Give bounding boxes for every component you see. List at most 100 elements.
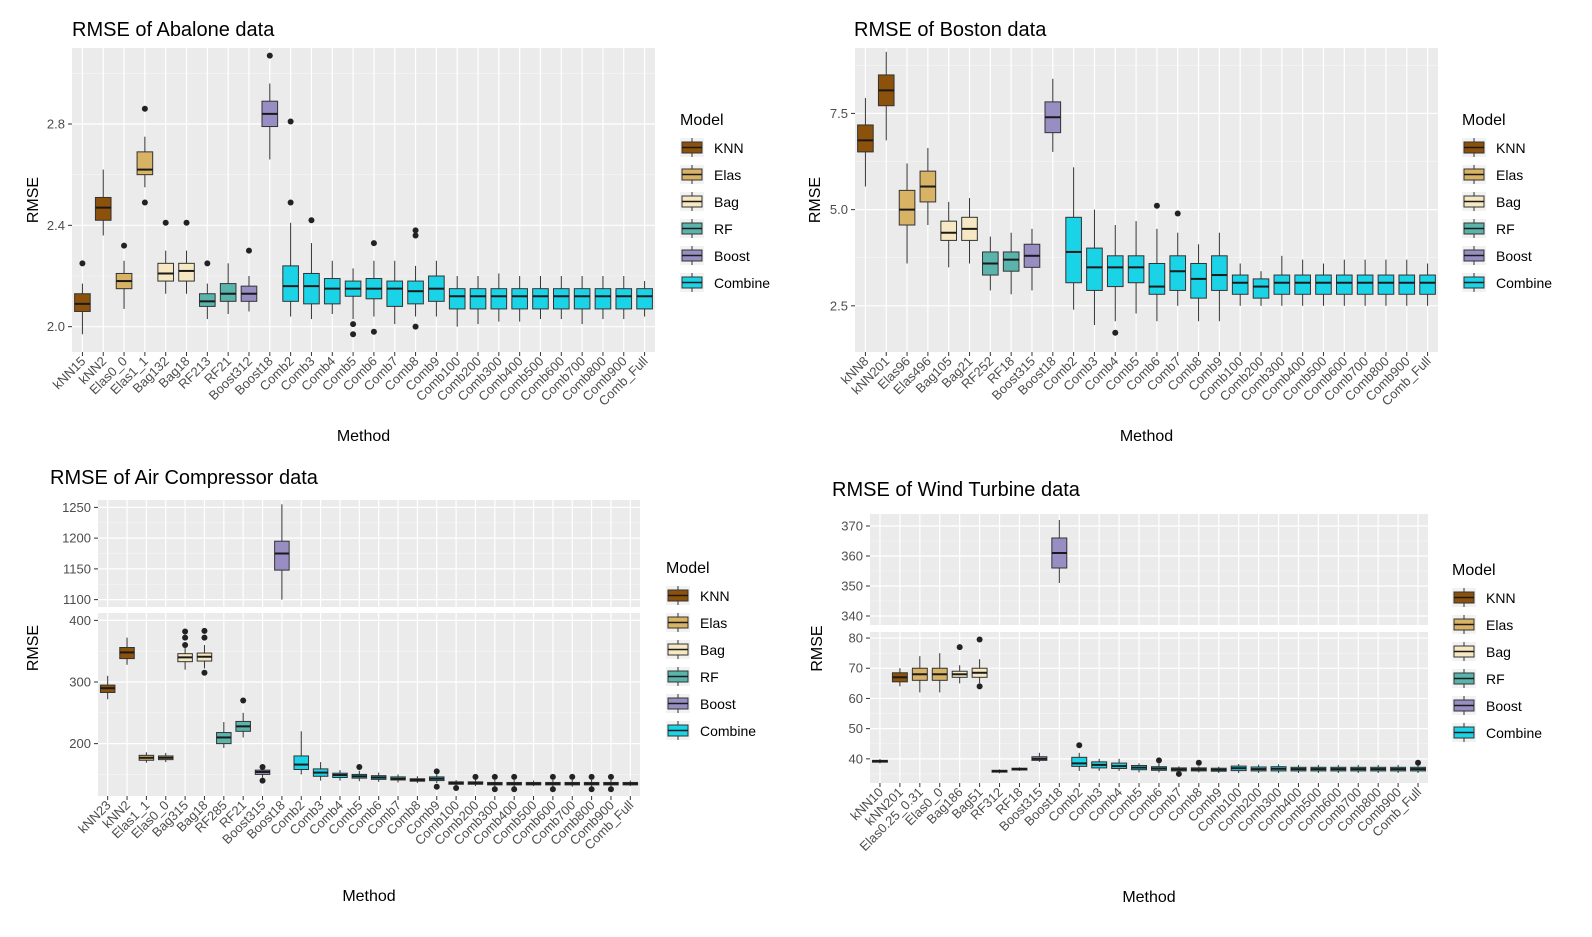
box-Comb600	[552, 276, 570, 320]
box-Comb5	[1131, 763, 1148, 773]
box-RF285	[216, 722, 232, 748]
outlier-point	[259, 777, 266, 784]
box-Elas96	[898, 163, 916, 264]
box-Comb9	[1211, 232, 1228, 322]
legend-label: RF	[1486, 671, 1505, 687]
box-body	[573, 288, 591, 310]
y-tick-label: 370	[841, 519, 863, 534]
box-body	[1169, 255, 1187, 291]
outlier-point	[182, 634, 189, 641]
box-body	[469, 288, 487, 310]
legend-label: RF	[700, 669, 719, 685]
outlier-point	[588, 786, 595, 793]
box-body	[74, 293, 91, 312]
outlier-point	[549, 773, 556, 780]
box-RF213	[199, 260, 216, 320]
box-body	[511, 288, 528, 310]
box-Comb3	[1091, 758, 1108, 771]
outlier-point	[1076, 742, 1083, 749]
legend-item-combine: Combine	[1462, 273, 1552, 292]
panel-lower: 200 300 400	[69, 613, 640, 796]
box-body	[136, 151, 154, 176]
box-Bag51	[971, 636, 988, 690]
box-Comb6	[370, 772, 387, 782]
box-body	[1086, 247, 1103, 291]
box-Comb300	[1270, 764, 1287, 774]
box-body	[1294, 274, 1311, 295]
box-Comb4	[323, 260, 341, 314]
legend-item-combine: Combine	[1452, 723, 1542, 742]
box-kNN2	[94, 169, 112, 236]
legend-item-boost: Boost	[1462, 246, 1532, 265]
outlier-point	[453, 784, 460, 791]
outlier-point	[412, 227, 419, 234]
box-Comb4	[1111, 758, 1128, 771]
box-body	[219, 283, 237, 302]
box-body	[636, 288, 653, 310]
box-Comb7	[1169, 210, 1187, 306]
legend-label: KNN	[700, 588, 730, 604]
box-kNN8	[857, 98, 874, 187]
x-axis: kNN23kNN2Elas1_1Elas0_0Bag315Bag18RF285R…	[75, 796, 637, 853]
panel-background	[870, 632, 1428, 783]
box-RF18	[1002, 232, 1020, 295]
legend-item-boost: Boost	[666, 694, 736, 713]
y-axis-title: RMSE	[809, 625, 826, 671]
outlier-point	[182, 642, 189, 649]
box-Comb800	[1370, 764, 1387, 774]
legend-label: Boost	[1486, 698, 1522, 714]
box-Comb500	[1310, 764, 1327, 774]
outlier-point	[141, 105, 148, 112]
box-kNN15	[74, 260, 91, 335]
y-tick-label: 5.0	[830, 202, 848, 217]
box-Comb500	[1315, 263, 1332, 306]
box-body	[293, 755, 310, 771]
panel-background	[98, 613, 640, 796]
box-body	[532, 288, 549, 310]
chart-title: RMSE of Abalone data	[72, 19, 275, 41]
y-tick-label: 400	[69, 613, 91, 628]
box-RF21	[219, 263, 237, 314]
y-tick-label: 70	[849, 661, 863, 676]
box-Comb600	[1335, 259, 1353, 306]
legend-item-knn: KNN	[680, 138, 744, 157]
legend-label: RF	[714, 221, 733, 237]
box-kNN201	[891, 668, 908, 687]
legend-item-elas: Elas	[1462, 165, 1523, 184]
legend-item-rf: RF	[680, 219, 733, 238]
legend-label: Combine	[1496, 275, 1552, 291]
box-Comb8	[1190, 759, 1207, 773]
x-axis: kNN10kNN201Elas0.25_0.31Elas0_0Bag186Bag…	[847, 783, 1424, 854]
legend-item-rf: RF	[666, 667, 719, 686]
outlier-point	[266, 52, 273, 59]
y-tick-label: 300	[69, 675, 91, 690]
box-Comb9	[428, 768, 445, 790]
box-body	[857, 124, 874, 153]
x-axis: kNN8kNN201Elas96Elas496Bag105Bag21RF252R…	[838, 352, 1434, 409]
box-Comb300	[487, 773, 503, 793]
outlier-point	[433, 768, 440, 775]
outlier-point	[350, 331, 357, 338]
box-body	[199, 293, 216, 307]
box-body	[1356, 274, 1374, 295]
box-Elas0_0	[115, 242, 133, 309]
legend-item-bag: Bag	[666, 640, 725, 659]
legend-label: Boost	[714, 248, 750, 264]
outlier-point	[201, 669, 208, 676]
legend-label: RF	[1496, 221, 1515, 237]
box-kNN23	[99, 675, 116, 700]
box-Comb4	[1106, 225, 1124, 336]
box-Comb_Full	[1419, 263, 1436, 306]
box-Comb900	[1390, 764, 1407, 774]
outlier-point	[121, 242, 128, 249]
legend-item-bag: Bag	[1452, 642, 1511, 661]
x-axis: kNN15kNN2Elas0_0Elas1_1Bag132Bag18RF213R…	[50, 352, 651, 409]
outlier-point	[1155, 757, 1162, 764]
box-RF312	[991, 769, 1008, 774]
box-Comb4	[332, 770, 348, 781]
y-tick-label: 60	[849, 691, 863, 706]
box-Comb7	[386, 260, 404, 325]
y-tick-label: 1250	[62, 500, 91, 515]
box-body	[157, 262, 175, 282]
